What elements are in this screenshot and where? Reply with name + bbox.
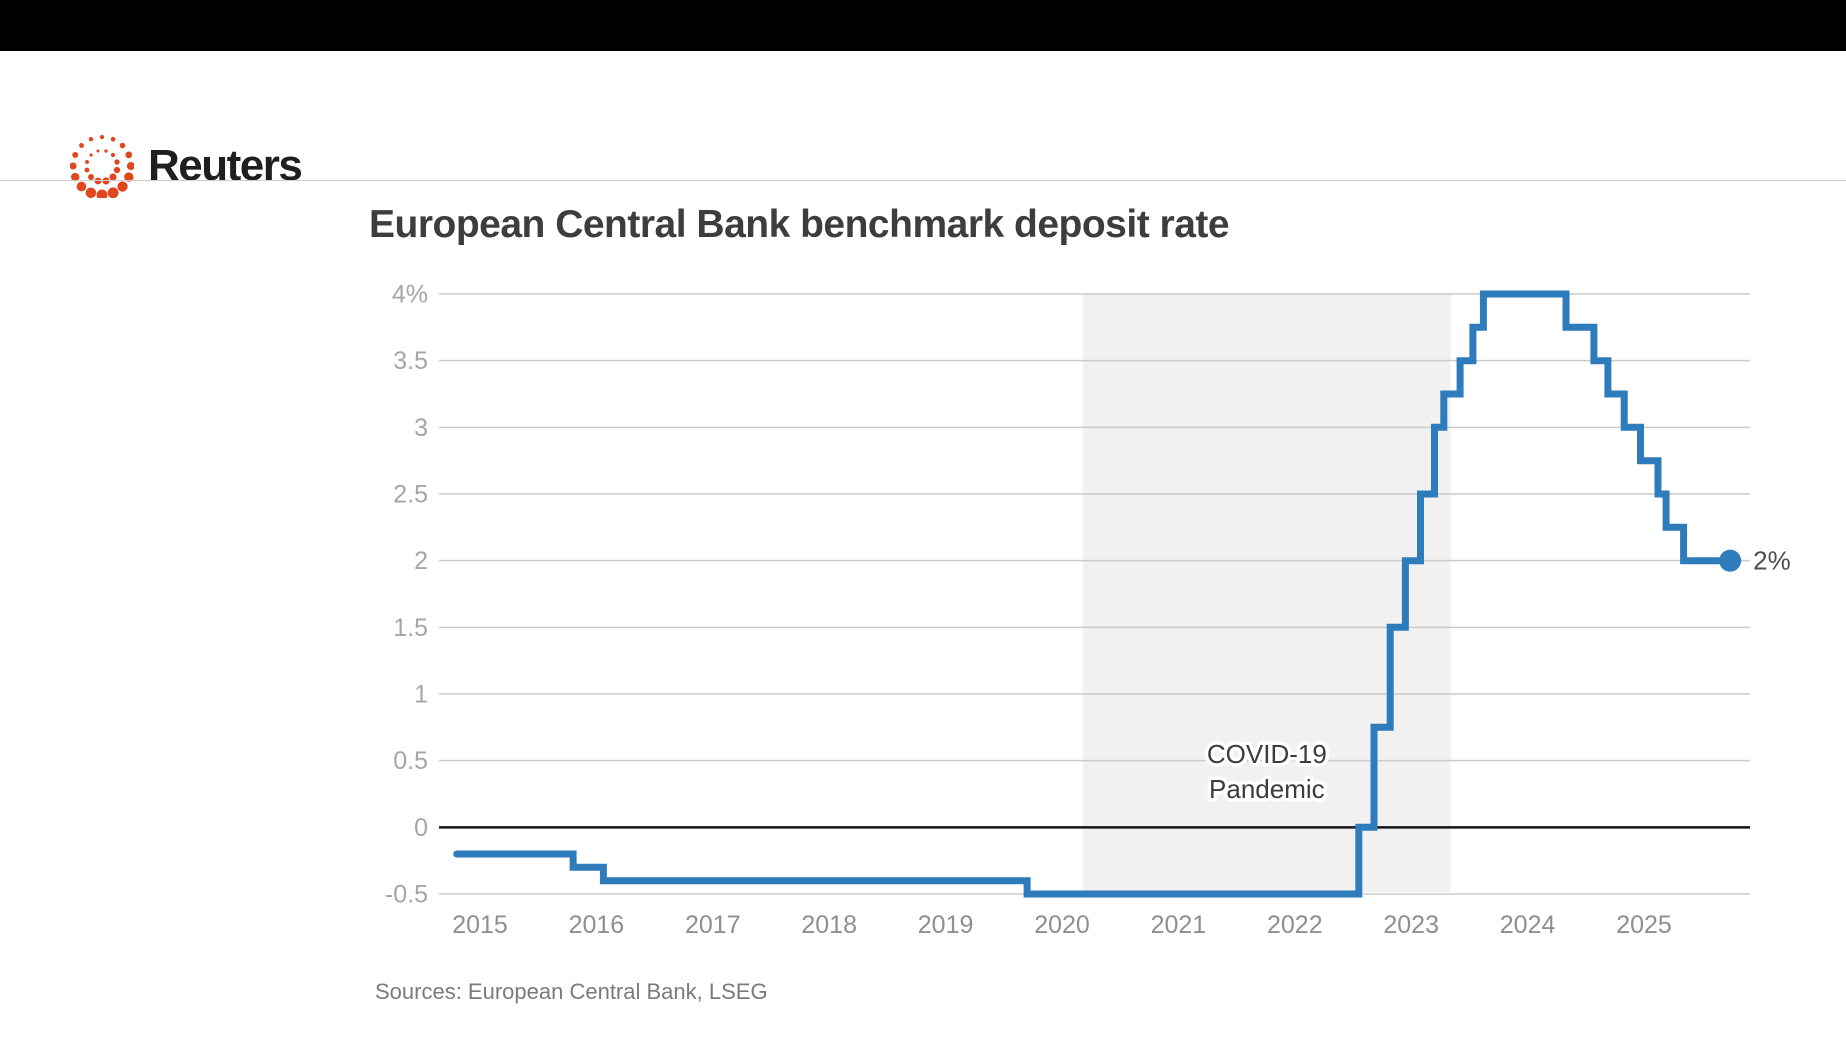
reuters-home-link[interactable]: Reuters [70,134,303,198]
source-note: Sources: European Central Bank, LSEG [375,979,768,1004]
y-axis-label: 1.5 [393,614,428,642]
logo-dot [70,162,77,170]
covid-annotation-line2: Pandemic [1209,774,1325,804]
x-axis-label: 2021 [1151,911,1207,939]
x-axis-label: 2023 [1383,911,1439,939]
logo-dot [109,173,117,181]
logo-dot [110,152,116,158]
y-axis-label: 2.5 [393,480,428,508]
rate-step-line [453,290,1734,898]
logo-dot [72,151,79,158]
y-axis-label: 3.5 [393,347,428,375]
logo-dot [114,159,120,165]
logo-dot [89,153,93,157]
y-axis-label: 0 [414,814,428,842]
logo-dot [88,173,95,180]
x-axis-label: 2016 [569,911,625,939]
y-axis-label: 0.5 [393,747,428,775]
covid-annotation-line1: COVID-19 [1207,739,1327,769]
x-axis-label: 2017 [685,911,741,939]
logo-dot [85,160,89,164]
logo-dot [96,189,108,198]
y-axis-label: 4% [392,281,428,309]
logo-dot [119,142,126,149]
y-axis-label: -0.5 [385,880,428,908]
x-axis-label: 2022 [1267,911,1323,939]
x-axis-label: 2025 [1616,911,1672,939]
header-divider [0,180,1846,181]
logo-dot [79,143,84,148]
brand-wordmark: Reuters [148,141,303,190]
y-axis-label: 2 [414,547,428,575]
logo-dot [84,167,90,173]
x-axis-label: 2020 [1034,911,1090,939]
x-axis-label: 2015 [452,911,508,939]
y-axis-label: 3 [414,414,428,442]
x-axis-label: 2019 [918,911,974,939]
current-rate-label: 2% [1753,546,1791,576]
logo-dot [70,172,80,182]
logo-dot [104,149,108,153]
logo-dot [126,161,134,171]
current-rate-marker [1719,549,1742,572]
x-axis-label: 2024 [1500,911,1556,939]
logo-dot [117,181,128,192]
logo-dot [113,166,121,174]
chart-title: European Central Bank benchmark deposit … [369,203,1230,246]
logo-dot [85,187,97,198]
logo-dot [107,187,119,198]
logo-dot [125,151,133,159]
site-header: Reuters [0,51,1846,198]
logo-dot [76,181,87,192]
logo-dot [124,172,134,182]
logo-dot [110,136,116,142]
y-axis-label: 1 [414,680,428,708]
x-axis-label: 2018 [801,911,857,939]
logo-dot [88,137,94,142]
logo-dot [99,134,105,140]
covid-shaded-region [1082,293,1451,892]
logo-dot [96,149,100,153]
top-banner [0,0,1846,51]
